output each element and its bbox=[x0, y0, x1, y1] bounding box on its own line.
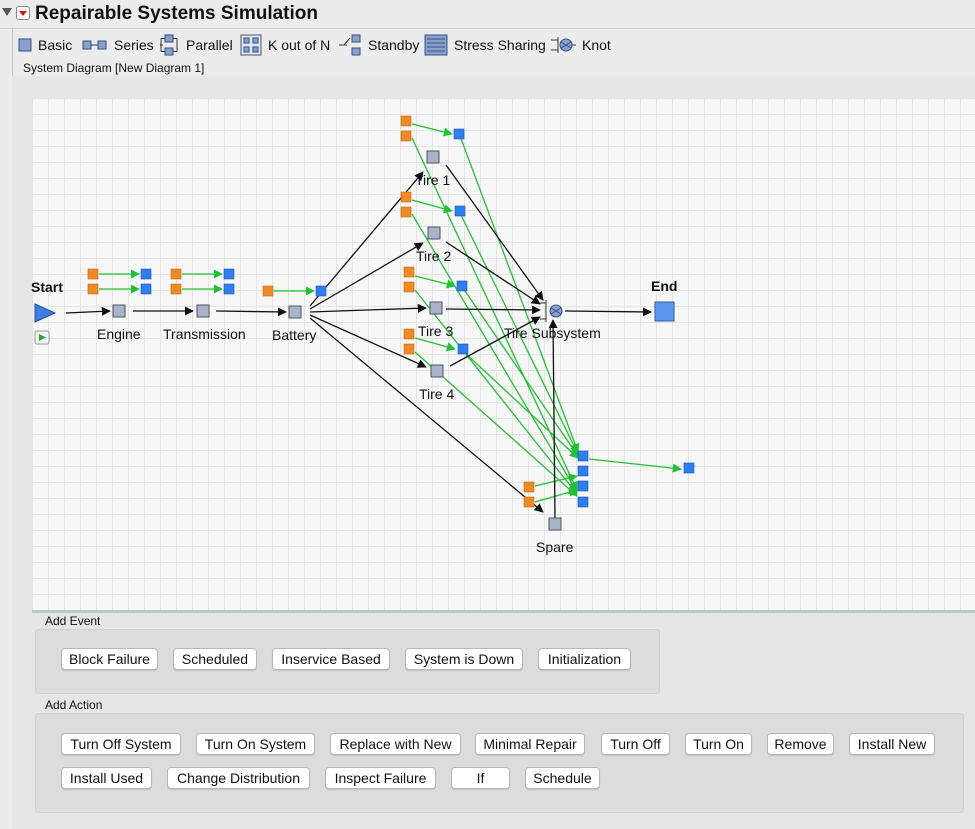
schedule-button[interactable]: Schedule bbox=[525, 767, 600, 789]
block-spare bbox=[548, 517, 562, 531]
label-tire2: Tire 2 bbox=[416, 248, 451, 264]
label-end: End bbox=[651, 278, 677, 294]
red-triangle-menu-icon[interactable] bbox=[16, 6, 30, 20]
palette-kofn-label: K out of N bbox=[268, 37, 331, 53]
label-spare: Spare bbox=[536, 539, 574, 555]
parallel-block-icon bbox=[160, 34, 178, 56]
system-diagram-label: System Diagram [New Diagram 1] bbox=[23, 61, 205, 75]
disclosure-triangle-icon[interactable] bbox=[2, 8, 12, 16]
diagram-canvas[interactable] bbox=[32, 98, 975, 610]
k-out-of-n-icon bbox=[240, 34, 262, 56]
add-event-title: Add Event bbox=[45, 614, 101, 628]
label-transmission: Transmission bbox=[163, 326, 246, 342]
run-icon bbox=[39, 334, 46, 341]
palette-parallel[interactable]: Parallel bbox=[158, 34, 233, 56]
turn-off-button[interactable]: Turn Off bbox=[601, 733, 670, 755]
palette-basic-label: Basic bbox=[38, 37, 73, 53]
action-markers[interactable] bbox=[140, 128, 695, 508]
series-block-icon bbox=[82, 40, 107, 50]
end-node[interactable] bbox=[654, 301, 675, 322]
block-engine bbox=[112, 304, 126, 318]
event-action-links bbox=[99, 123, 682, 503]
standby-icon bbox=[339, 34, 361, 56]
palette-knot[interactable]: Knot bbox=[550, 34, 611, 56]
label-tire4: Tire 4 bbox=[419, 386, 454, 402]
block-transmission bbox=[196, 304, 210, 318]
palette-basic[interactable]: Basic bbox=[18, 34, 72, 56]
palette-series[interactable]: Series bbox=[82, 34, 154, 56]
system-is-down-button[interactable]: System is Down bbox=[405, 648, 523, 670]
scheduled-button[interactable]: Scheduled bbox=[173, 648, 257, 670]
palette-stress-sharing-label: Stress Sharing bbox=[454, 37, 546, 53]
label-battery: Battery bbox=[272, 327, 316, 343]
turn-on-button[interactable]: Turn On bbox=[685, 733, 752, 755]
system-diagram: Start Engine Transmission Battery Tire 1… bbox=[31, 115, 695, 555]
install-used-button[interactable]: Install Used bbox=[61, 767, 152, 789]
report-title: Repairable Systems Simulation bbox=[35, 3, 318, 24]
initialization-button[interactable]: Initialization bbox=[538, 648, 631, 670]
label-tire-subsystem: Tire Subsystem bbox=[504, 325, 601, 341]
palette-series-label: Series bbox=[114, 37, 154, 53]
palette-knot-label: Knot bbox=[582, 37, 611, 53]
replace-with-new-button[interactable]: Replace with New bbox=[330, 733, 461, 755]
label-tire1: Tire 1 bbox=[415, 172, 450, 188]
canvas-splitter[interactable] bbox=[32, 610, 975, 613]
block-failure-button[interactable]: Block Failure bbox=[61, 648, 158, 670]
label-engine: Engine bbox=[97, 326, 141, 342]
palette-kofn[interactable]: K out of N bbox=[240, 34, 330, 56]
turn-off-system-button[interactable]: Turn Off System bbox=[61, 733, 181, 755]
block-tire4 bbox=[430, 364, 444, 378]
block-tire3 bbox=[429, 301, 443, 315]
inspect-failure-button[interactable]: Inspect Failure bbox=[325, 767, 436, 789]
if-button[interactable]: If bbox=[451, 767, 510, 789]
minimal-repair-button[interactable]: Minimal Repair bbox=[475, 733, 585, 755]
remove-button[interactable]: Remove bbox=[767, 733, 834, 755]
basic-blocks[interactable] bbox=[112, 150, 562, 531]
report-header: Repairable Systems Simulation bbox=[0, 0, 975, 29]
palette-stress-sharing[interactable]: Stress Sharing bbox=[424, 34, 546, 56]
install-new-button[interactable]: Install New bbox=[849, 733, 935, 755]
label-tire3: Tire 3 bbox=[418, 323, 453, 339]
block-links bbox=[65, 164, 652, 519]
inservice-based-button[interactable]: Inservice Based bbox=[272, 648, 390, 670]
stress-sharing-icon bbox=[424, 34, 448, 56]
knot-node[interactable] bbox=[540, 300, 563, 322]
label-start: Start bbox=[31, 279, 63, 295]
block-tire1 bbox=[426, 150, 440, 164]
palette-standby[interactable]: Standby bbox=[338, 34, 419, 56]
change-distribution-button[interactable]: Change Distribution bbox=[167, 767, 310, 789]
block-battery bbox=[288, 305, 302, 319]
add-action-panel bbox=[35, 713, 964, 813]
turn-on-system-button[interactable]: Turn On System bbox=[196, 733, 315, 755]
event-markers[interactable] bbox=[87, 115, 535, 508]
start-node[interactable] bbox=[34, 303, 57, 345]
palette-parallel-label: Parallel bbox=[186, 37, 233, 53]
block-tire2 bbox=[427, 226, 441, 240]
palette-standby-label: Standby bbox=[368, 37, 420, 53]
add-action-title: Add Action bbox=[45, 698, 103, 712]
knot-icon bbox=[551, 37, 576, 53]
basic-block-icon bbox=[18, 38, 32, 52]
